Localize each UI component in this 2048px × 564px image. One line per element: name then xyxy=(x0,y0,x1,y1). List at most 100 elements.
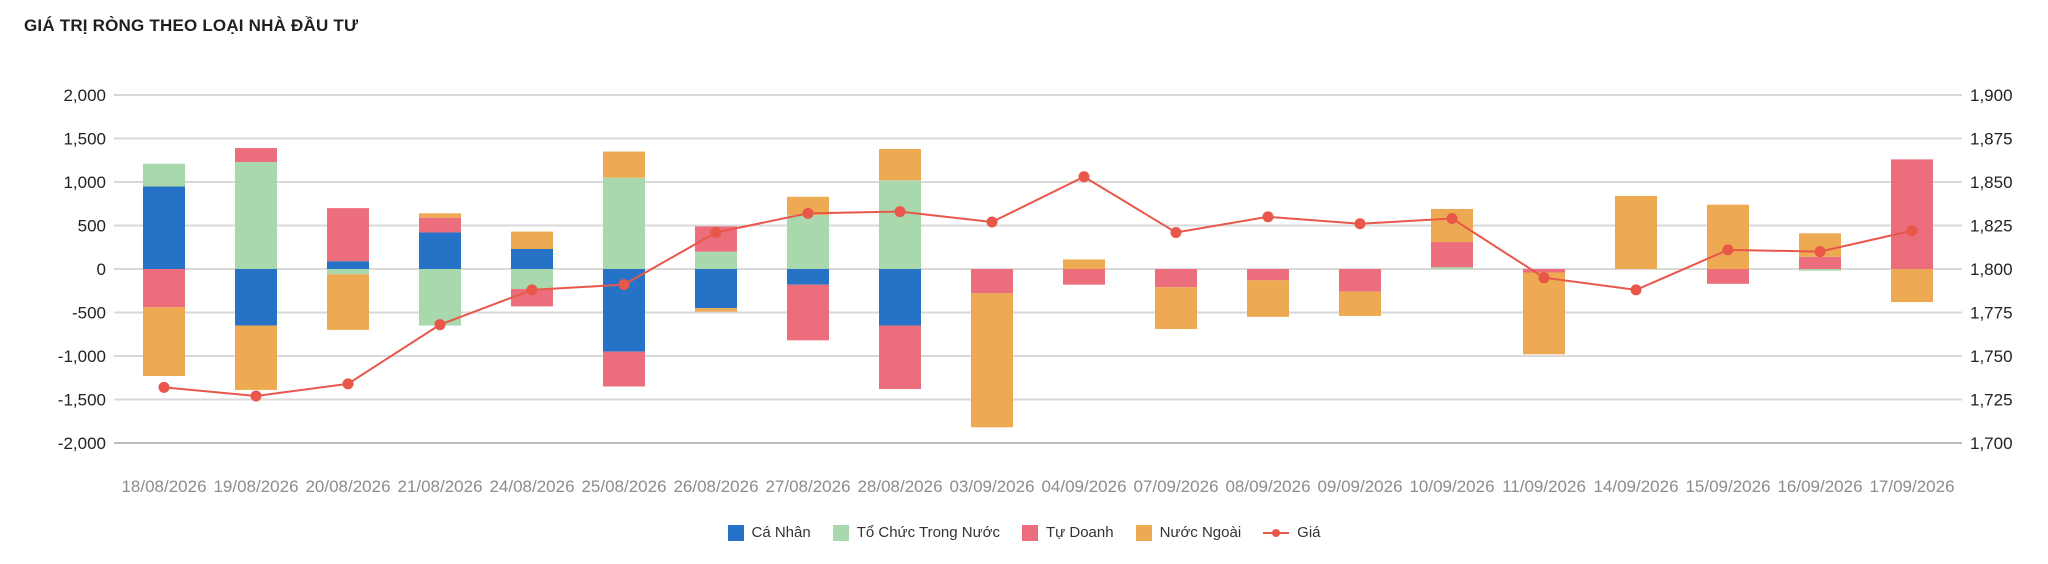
price-point xyxy=(1446,213,1458,225)
bar-segment-tu-doanh xyxy=(235,148,277,162)
price-point xyxy=(1630,284,1642,296)
y-left-tick-label: 0 xyxy=(97,260,106,279)
x-tick-label: 09/09/2026 xyxy=(1317,477,1402,496)
x-tick-label: 19/08/2026 xyxy=(213,477,298,496)
bar-segment-tu-doanh xyxy=(1339,269,1381,292)
y-right-tick-label: 1,800 xyxy=(1970,260,2013,279)
bar-segment-to-chuc xyxy=(603,177,645,269)
legend-label-nuoc-ngoai: Nước Ngoài xyxy=(1159,524,1242,541)
bar-segment-tu-doanh xyxy=(603,351,645,387)
x-tick-label: 28/08/2026 xyxy=(857,477,942,496)
y-left-tick-label: -500 xyxy=(72,304,106,323)
bar-segment-nuoc-ngoai xyxy=(1891,269,1933,303)
bar-segment-to-chuc xyxy=(879,180,921,269)
bar-segment-to-chuc xyxy=(235,161,277,269)
legend-item-gia[interactable]: Giá xyxy=(1263,524,1321,541)
price-line xyxy=(163,175,1913,398)
price-point xyxy=(1354,218,1366,230)
bar-segment-to-chuc xyxy=(695,251,737,269)
bar-segment-tu-doanh xyxy=(1155,269,1197,288)
price-point xyxy=(802,207,814,219)
bar-segment-ca-nhan xyxy=(143,186,185,269)
legend-item-to-chuc-trong-nuoc[interactable]: Tổ Chức Trong Nước xyxy=(832,524,1000,541)
bar-segment-tu-doanh xyxy=(787,284,829,341)
y-right-tick-label: 1,700 xyxy=(1970,434,2013,453)
y-right-tick-label: 1,900 xyxy=(1970,86,2013,105)
legend-swatch-nuoc-ngoai xyxy=(1135,524,1152,541)
y-right-tick-label: 1,875 xyxy=(1970,130,2013,149)
bar-segment-to-chuc xyxy=(327,269,369,275)
price-point xyxy=(1538,272,1550,284)
bar-segment-tu-doanh xyxy=(1431,242,1473,268)
x-tick-label: 27/08/2026 xyxy=(765,477,850,496)
bar-segment-tu-doanh xyxy=(1891,159,1933,269)
bar-segment-ca-nhan xyxy=(511,248,553,269)
bar-segment-tu-doanh xyxy=(1707,269,1749,284)
y-left-tick-label: -2,000 xyxy=(58,434,106,453)
legend-label-to-chuc-trong-nuoc: Tổ Chức Trong Nước xyxy=(856,524,1000,541)
bar-segment-tu-doanh xyxy=(1063,269,1105,285)
legend-item-ca-nhan[interactable]: Cá Nhân xyxy=(727,524,811,541)
bar-segment-nuoc-ngoai xyxy=(511,231,553,249)
y-right-tick-label: 1,750 xyxy=(1970,347,2013,366)
y-left-tick-label: 1,000 xyxy=(63,173,106,192)
legend-item-nuoc-ngoai[interactable]: Nước Ngoài xyxy=(1135,524,1242,541)
x-tick-label: 15/09/2026 xyxy=(1685,477,1770,496)
bar-segment-nuoc-ngoai xyxy=(143,307,185,377)
bar-segment-nuoc-ngoai xyxy=(787,196,829,216)
x-tick-label: 14/09/2026 xyxy=(1593,477,1678,496)
bar-segment-tu-doanh xyxy=(1247,269,1289,281)
x-tick-label: 03/09/2026 xyxy=(949,477,1034,496)
legend-item-tu-doanh[interactable]: Tự Doanh xyxy=(1022,524,1114,541)
bar-segment-tu-doanh xyxy=(143,269,185,308)
bar-segment-nuoc-ngoai xyxy=(1063,259,1105,269)
x-tick-label: 17/09/2026 xyxy=(1869,477,1954,496)
price-point xyxy=(158,381,170,393)
bar-segment-nuoc-ngoai xyxy=(1707,204,1749,269)
bar-segment-tu-doanh xyxy=(1799,256,1841,269)
price-point xyxy=(1078,171,1090,183)
legend-label-gia: Giá xyxy=(1297,524,1321,541)
chart-title: GIÁ TRỊ RÒNG THEO LOẠI NHÀ ĐẦU TƯ xyxy=(24,16,359,35)
price-point xyxy=(1170,226,1182,238)
bar-segment-nuoc-ngoai xyxy=(235,325,277,390)
chart-canvas: 2,000 1,900 1,500 1,875 1,000 1,850 500 1,825 0 1… xyxy=(58,86,2013,496)
bar-segment-ca-nhan xyxy=(327,261,369,269)
bar-segment-nuoc-ngoai xyxy=(879,148,921,181)
bar-segment-nuoc-ngoai xyxy=(1155,287,1197,330)
price-point xyxy=(1906,225,1918,237)
bar-segment-nuoc-ngoai xyxy=(1523,272,1565,355)
y-right-tick-label: 1,850 xyxy=(1970,173,2013,192)
price-point xyxy=(250,390,262,402)
price-point xyxy=(894,206,906,218)
bar-segment-tu-doanh xyxy=(1523,269,1565,273)
bar-segment-nuoc-ngoai xyxy=(1247,280,1289,317)
x-tick-label: 26/08/2026 xyxy=(673,477,758,496)
price-point xyxy=(1722,244,1734,256)
legend-swatch-tu-doanh xyxy=(1022,524,1038,541)
bar-segment-ca-nhan xyxy=(419,232,461,269)
x-tick-label: 04/09/2026 xyxy=(1041,477,1126,496)
bar-segment-to-chuc xyxy=(1799,269,1841,271)
bar-segment-to-chuc xyxy=(787,215,829,269)
chart-legend: Cá Nhân Tổ Chức Trong Nước Tự Doanh Nước… xyxy=(0,524,2048,541)
bar-segment-tu-doanh xyxy=(879,325,921,390)
x-tick-label: 16/09/2026 xyxy=(1777,477,1862,496)
price-point xyxy=(434,319,446,331)
bar-segment-nuoc-ngoai xyxy=(971,293,1013,428)
x-tick-label: 11/09/2026 xyxy=(1502,477,1586,496)
bar-segment-nuoc-ngoai xyxy=(327,274,369,330)
x-tick-label: 20/08/2026 xyxy=(305,477,390,496)
bar-segment-ca-nhan xyxy=(235,269,277,326)
y-right-tick-label: 1,825 xyxy=(1970,217,2013,236)
bar-segment-nuoc-ngoai xyxy=(603,151,645,178)
bar-segment-tu-doanh xyxy=(327,208,369,262)
legend-swatch-to-chuc-trong-nuoc xyxy=(832,524,849,541)
bar-segment-tu-doanh xyxy=(971,269,1013,294)
y-left-tick-label: -1,000 xyxy=(58,347,106,366)
x-tick-label: 21/08/2026 xyxy=(397,477,482,496)
y-right-tick-label: 1,775 xyxy=(1970,304,2013,323)
bar-segment-ca-nhan xyxy=(879,269,921,326)
x-tick-label: 08/09/2026 xyxy=(1225,477,1310,496)
legend-swatch-ca-nhan xyxy=(727,524,744,541)
